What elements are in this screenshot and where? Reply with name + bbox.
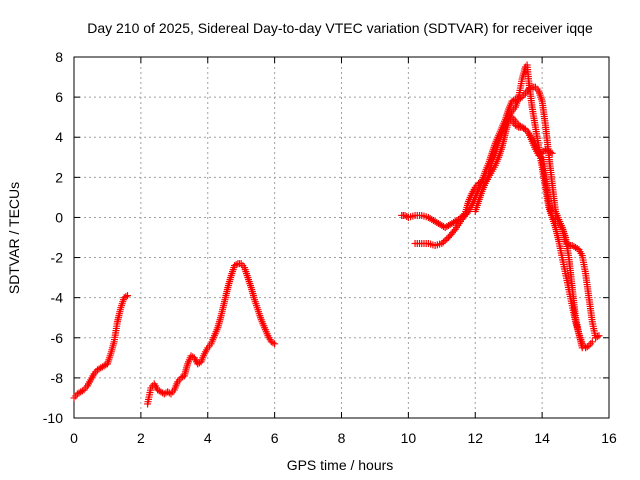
y-tick-label: 2	[55, 169, 63, 185]
data-point	[516, 94, 524, 102]
grid	[74, 57, 609, 418]
data-point	[595, 332, 603, 340]
y-tick-label: 6	[55, 89, 63, 105]
y-tick-label: -10	[43, 410, 63, 426]
data-point	[269, 339, 277, 347]
data-point	[536, 148, 544, 156]
series-segment-6	[505, 113, 556, 157]
series-segment-1	[70, 292, 131, 402]
data-point	[271, 340, 279, 348]
chart-title: Day 210 of 2025, Sidereal Day-to-day VTE…	[87, 20, 593, 36]
data-point	[510, 96, 518, 104]
data-point	[124, 292, 131, 300]
x-tick-label: 8	[338, 430, 346, 446]
data-point	[526, 84, 534, 92]
y-tick-label: -4	[51, 290, 64, 306]
data-point	[122, 293, 130, 301]
data-point	[232, 261, 240, 269]
axis-ticks: 0 2 4 6 8 10 12 14 16 -10 -8 -6 -4 -2 0 2 4 6 8	[43, 49, 617, 446]
x-tick-label: 16	[601, 430, 617, 446]
data-point	[593, 333, 601, 341]
x-tick-label: 0	[70, 430, 78, 446]
data-points	[70, 61, 603, 408]
x-tick-label: 6	[271, 430, 279, 446]
y-tick-label: 0	[55, 209, 63, 225]
data-point	[78, 387, 86, 395]
data-point	[165, 389, 173, 397]
x-tick-label: 14	[534, 430, 550, 446]
data-point	[546, 148, 554, 156]
x-tick-label: 4	[204, 430, 212, 446]
data-point	[513, 122, 521, 130]
data-point	[438, 240, 446, 248]
x-tick-label: 12	[467, 430, 483, 446]
data-point	[450, 227, 458, 235]
series-segment-3	[398, 61, 586, 352]
y-axis-label: SDTVAR / TECUs	[6, 182, 22, 294]
data-point	[443, 235, 451, 243]
x-tick-label: 2	[137, 430, 145, 446]
y-tick-label: 4	[55, 129, 63, 145]
data-point	[463, 209, 471, 217]
x-axis-label: GPS time / hours	[287, 457, 394, 473]
y-tick-label: -8	[51, 370, 64, 386]
data-point	[588, 338, 596, 346]
series-segment-2	[144, 260, 279, 408]
data-point	[548, 149, 556, 157]
data-point	[441, 237, 449, 245]
data-point	[439, 238, 447, 246]
y-tick-label: -2	[51, 250, 64, 266]
y-tick-label: 8	[55, 49, 63, 65]
y-tick-label: -6	[51, 330, 64, 346]
data-point	[583, 343, 591, 351]
data-point	[520, 124, 528, 132]
x-tick-label: 10	[401, 430, 417, 446]
